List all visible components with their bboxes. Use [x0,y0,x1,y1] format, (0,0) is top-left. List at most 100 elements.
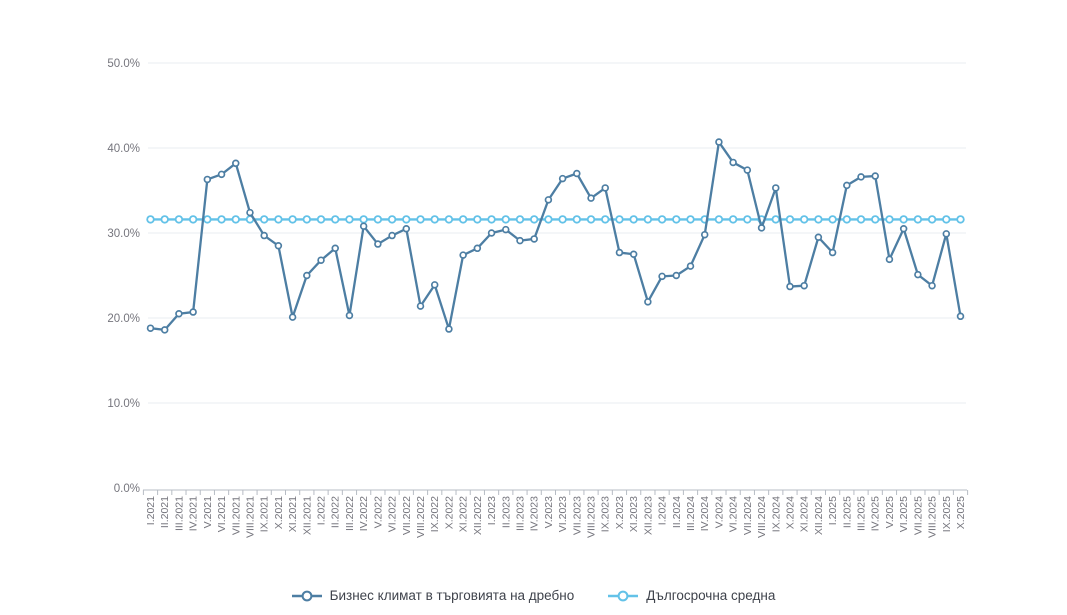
data-point-marker[interactable] [359,222,368,230]
data-point-marker[interactable] [530,235,538,243]
average-point-marker[interactable] [814,215,823,224]
data-point-marker[interactable] [843,181,851,190]
data-point-marker[interactable] [473,244,482,253]
data-point-marker[interactable] [502,225,510,234]
data-point-marker[interactable] [260,231,268,240]
data-point-marker[interactable] [573,169,581,178]
average-point-marker[interactable] [487,215,496,224]
data-point-marker[interactable] [146,324,155,332]
average-point-marker[interactable] [515,215,525,224]
average-point-marker[interactable] [402,215,411,224]
data-point-marker[interactable] [274,242,283,250]
average-point-marker[interactable] [956,215,965,224]
data-point-marker[interactable] [487,229,496,237]
data-point-marker[interactable] [246,208,254,217]
average-point-marker[interactable] [444,215,454,224]
average-point-marker[interactable] [217,215,226,224]
average-point-marker[interactable] [842,215,852,224]
data-point-marker[interactable] [615,248,624,257]
average-point-marker[interactable] [174,215,184,224]
data-point-marker[interactable] [558,174,567,183]
average-point-marker[interactable] [871,215,880,224]
data-point-marker[interactable] [928,281,936,290]
data-point-marker[interactable] [757,224,766,232]
data-point-marker[interactable] [942,230,951,238]
data-point-marker[interactable] [217,170,226,179]
average-point-marker[interactable] [160,215,169,224]
average-point-marker[interactable] [942,215,951,224]
data-point-marker[interactable] [871,172,879,180]
data-point-marker[interactable] [374,240,382,248]
average-point-marker[interactable] [672,215,681,224]
data-point-marker[interactable] [203,175,212,184]
average-point-marker[interactable] [345,215,354,224]
data-point-marker[interactable] [644,298,652,306]
data-point-marker[interactable] [416,302,425,310]
data-point-marker[interactable] [232,159,240,168]
data-point-marker[interactable] [459,251,467,259]
data-point-marker[interactable] [445,325,453,333]
data-point-marker[interactable] [189,308,197,316]
data-point-marker[interactable] [899,225,908,233]
data-point-marker[interactable] [956,312,965,321]
average-point-marker[interactable] [473,215,482,224]
average-point-marker[interactable] [259,215,269,224]
average-point-marker[interactable] [501,215,510,224]
data-point-marker[interactable] [303,271,311,280]
average-point-marker[interactable] [615,215,624,224]
average-point-marker[interactable] [629,215,638,224]
data-point-marker[interactable] [715,138,723,146]
average-point-marker[interactable] [558,215,567,224]
data-point-marker[interactable] [658,272,666,281]
average-point-marker[interactable] [728,215,738,224]
average-point-marker[interactable] [231,215,240,224]
average-point-marker[interactable] [856,215,866,224]
average-point-marker[interactable] [529,215,539,224]
legend-item-long-term-average[interactable]: Дългосрочна средна [608,588,775,603]
legend-item-business-climate[interactable]: Бизнес климат в търговията на дребно [291,588,574,603]
average-point-marker[interactable] [430,215,439,224]
average-point-marker[interactable] [601,215,610,224]
average-point-marker[interactable] [146,215,155,224]
average-point-marker[interactable] [927,215,937,224]
average-point-marker[interactable] [899,215,908,224]
average-point-marker[interactable] [885,215,894,224]
data-point-marker[interactable] [175,310,183,318]
data-point-marker[interactable] [686,262,695,270]
data-point-marker[interactable] [786,282,794,291]
average-point-marker[interactable] [771,215,780,224]
data-point-marker[interactable] [672,271,681,280]
data-point-marker[interactable] [160,326,169,334]
average-point-marker[interactable] [458,215,468,224]
data-point-marker[interactable] [629,250,638,259]
average-point-marker[interactable] [316,215,326,224]
data-point-marker[interactable] [288,313,297,321]
average-point-marker[interactable] [743,215,752,224]
average-point-marker[interactable] [657,215,667,224]
average-point-marker[interactable] [203,215,212,224]
data-point-marker[interactable] [800,281,808,290]
data-point-marker[interactable] [317,256,325,264]
data-point-marker[interactable] [814,233,823,242]
data-point-marker[interactable] [743,166,752,174]
data-point-marker[interactable] [885,255,894,264]
data-point-marker[interactable] [430,281,439,289]
average-point-marker[interactable] [188,215,198,224]
average-point-marker[interactable] [359,215,368,224]
average-point-marker[interactable] [387,215,397,224]
data-point-marker[interactable] [828,248,837,257]
average-point-marker[interactable] [544,215,553,224]
average-point-marker[interactable] [714,215,724,224]
data-point-marker[interactable] [772,184,780,192]
data-point-marker[interactable] [388,231,396,240]
average-point-marker[interactable] [572,215,582,224]
data-point-marker[interactable] [345,311,354,320]
average-point-marker[interactable] [288,215,297,224]
average-point-marker[interactable] [586,215,596,224]
average-point-marker[interactable] [373,215,383,224]
average-point-marker[interactable] [274,215,283,224]
data-point-marker[interactable] [516,236,524,245]
data-point-marker[interactable] [857,173,865,181]
average-point-marker[interactable] [785,215,795,224]
average-point-marker[interactable] [643,215,653,224]
